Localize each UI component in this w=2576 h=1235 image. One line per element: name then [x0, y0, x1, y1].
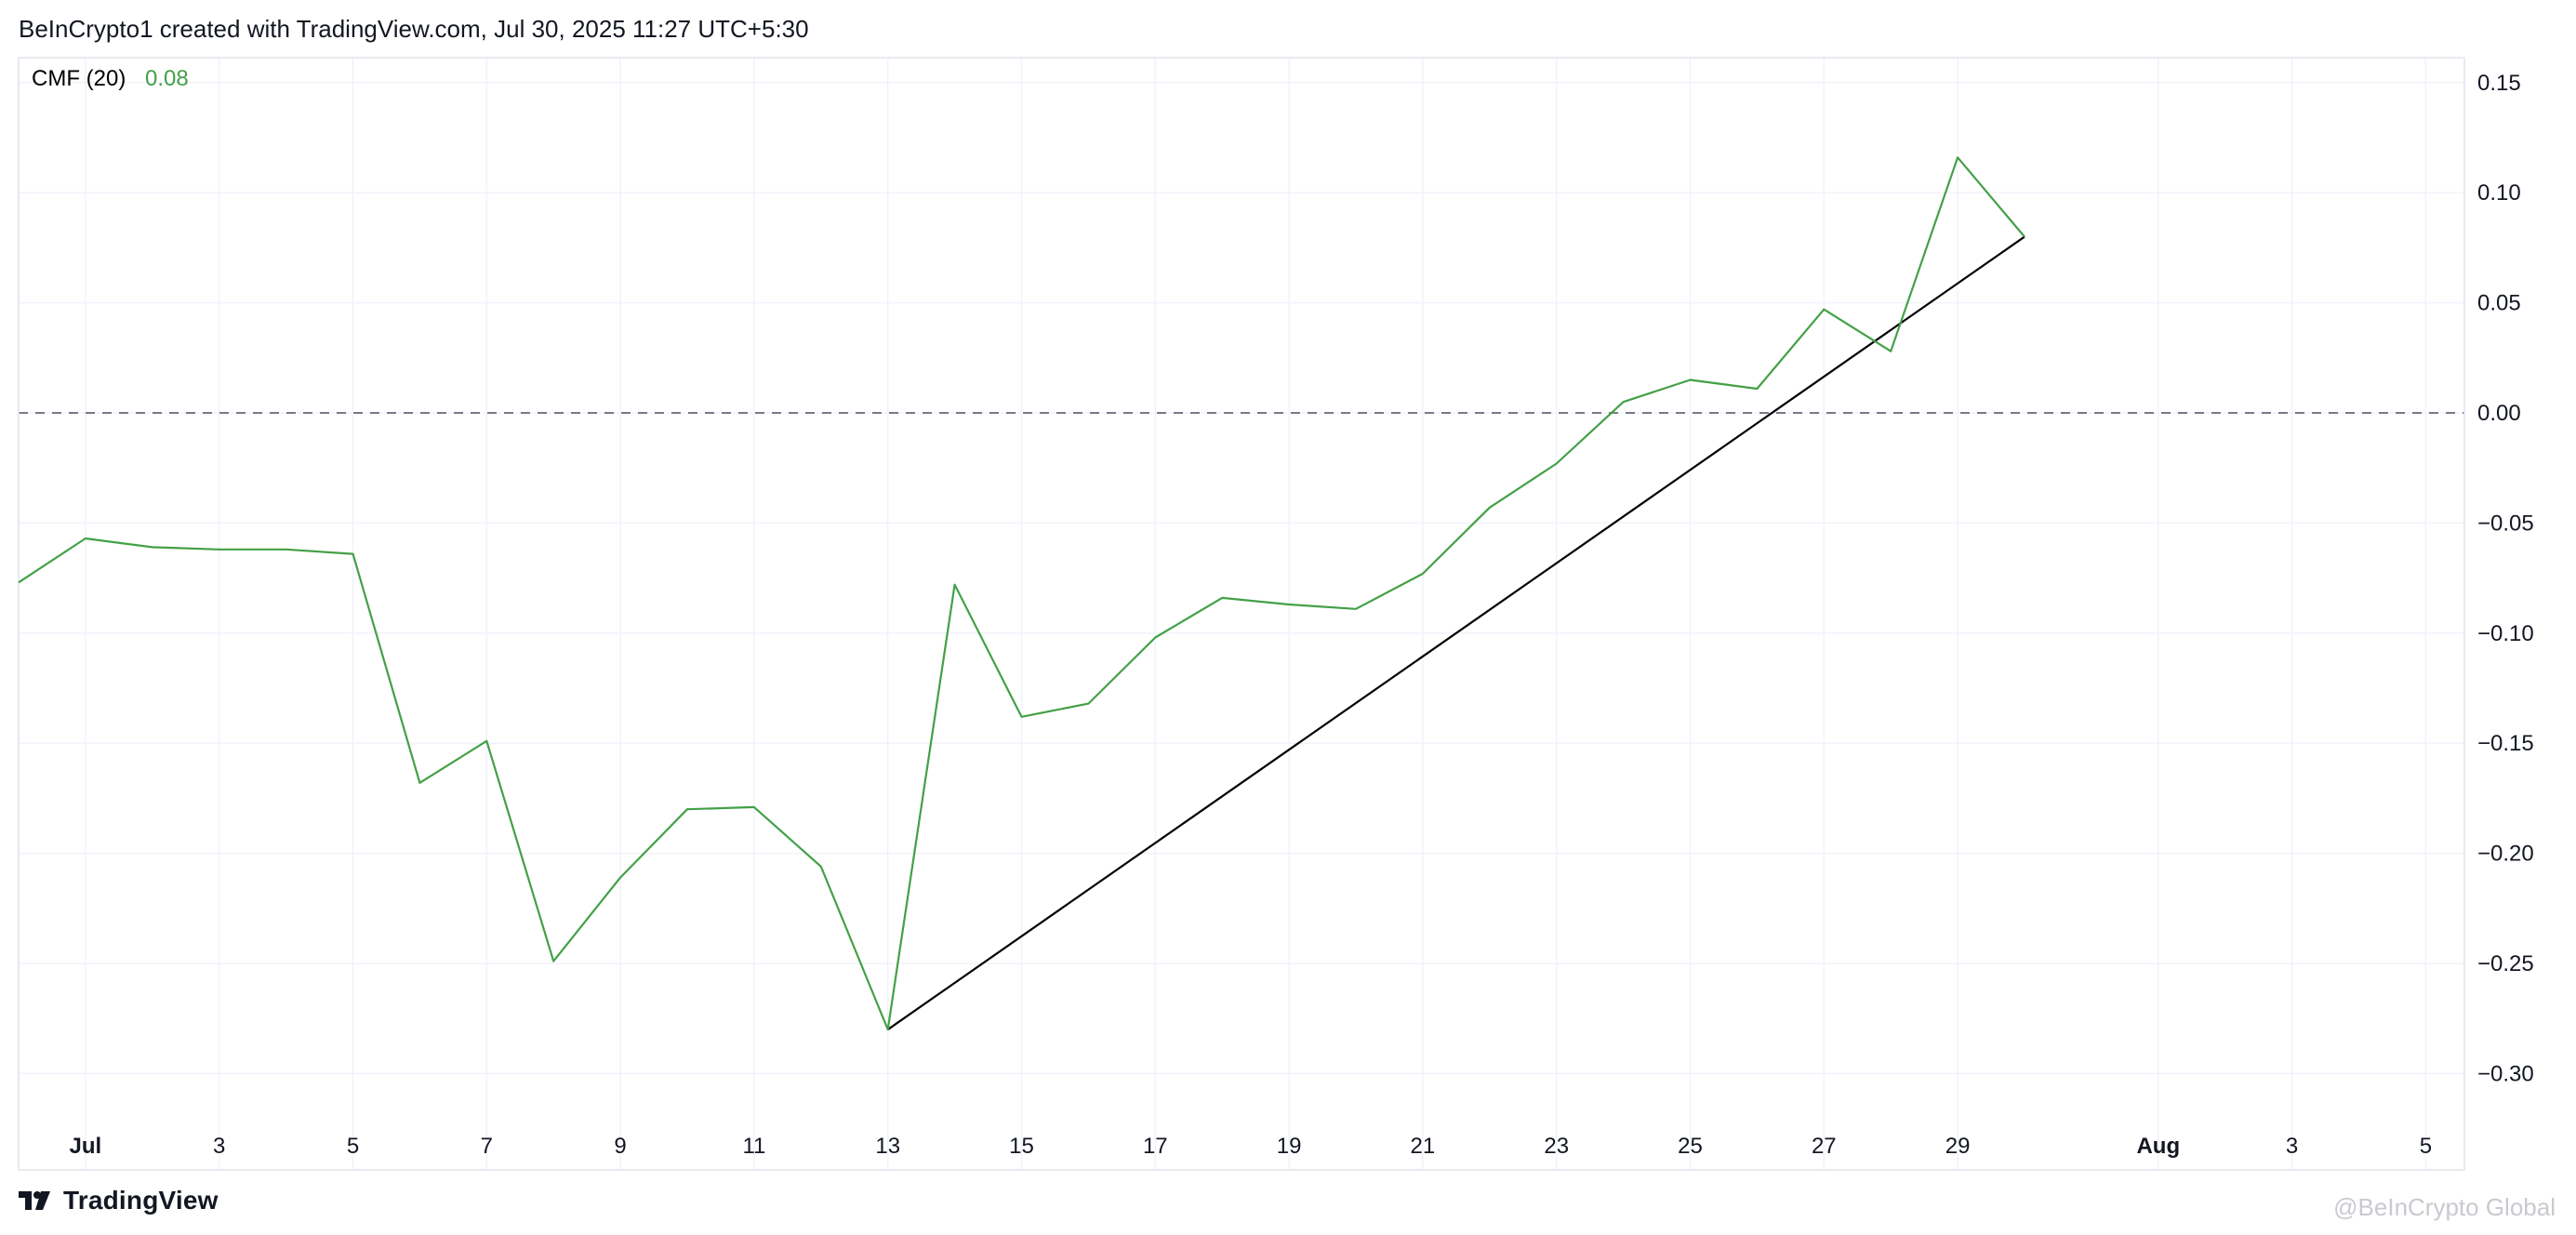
x-tick-label: 25 [1678, 1134, 1703, 1159]
indicator-name: CMF (20) [32, 66, 126, 91]
x-tick-label: 3 [213, 1134, 225, 1159]
y-axis: 0.15 0.10 0.05 0.00 −0.05 −0.10 −0.15 −0.20 −0.2… [2477, 71, 2534, 1087]
y-tick-label: 0.05 [2477, 291, 2521, 316]
y-tick-label: −0.15 [2477, 731, 2534, 756]
ascending-trendline [887, 235, 2025, 1030]
x-tick-label: 29 [1945, 1134, 1971, 1159]
y-tick-label: −0.30 [2477, 1061, 2534, 1086]
y-tick-label: −0.05 [2477, 511, 2534, 536]
grid-lines [19, 58, 2464, 1170]
x-tick-label: 19 [1277, 1134, 1302, 1159]
indicator-value: 0.08 [145, 66, 189, 91]
x-tick-label: 13 [875, 1134, 900, 1159]
watermark: @BeInCrypto Global [2333, 1193, 2556, 1221]
chart-header: BeInCrypto1 created with TradingView.com… [19, 15, 809, 43]
cmf-series-line [18, 156, 2025, 1031]
y-tick-label: 0.15 [2477, 71, 2521, 96]
footer-brand-label: TradingView [63, 1186, 219, 1215]
x-tick-label: 5 [2420, 1134, 2432, 1159]
x-tick-label: 27 [1812, 1134, 1837, 1159]
x-tick-label: 9 [614, 1134, 626, 1159]
footer-brand[interactable]: TradingView [17, 1186, 219, 1215]
plot-border [18, 57, 2465, 1171]
y-tick-label: 0.00 [2477, 401, 2521, 426]
x-tick-label: 17 [1143, 1134, 1168, 1159]
x-tick-label: Jul [70, 1134, 102, 1159]
x-tick-label: 11 [742, 1134, 765, 1159]
x-tick-label: 3 [2286, 1134, 2298, 1159]
x-tick-label: 23 [1544, 1134, 1569, 1159]
y-tick-label: 0.10 [2477, 180, 2521, 206]
x-tick-label: 21 [1411, 1134, 1436, 1159]
series-layer [18, 156, 2025, 1031]
y-tick-label: −0.25 [2477, 951, 2534, 976]
tradingview-logo-icon [19, 1191, 50, 1210]
x-tick-label: 5 [347, 1134, 359, 1159]
x-tick-label: Aug [2136, 1134, 2180, 1159]
x-tick-label: 7 [481, 1134, 493, 1159]
x-tick-label: 15 [1009, 1134, 1034, 1159]
trendline-layer [887, 235, 2025, 1030]
y-tick-label: −0.10 [2477, 621, 2534, 646]
y-tick-label: −0.20 [2477, 842, 2534, 867]
x-axis: Jul 3 5 7 9 11 13 15 17 19 21 23 25 27 29 Aug 3 5 [70, 1134, 2433, 1159]
